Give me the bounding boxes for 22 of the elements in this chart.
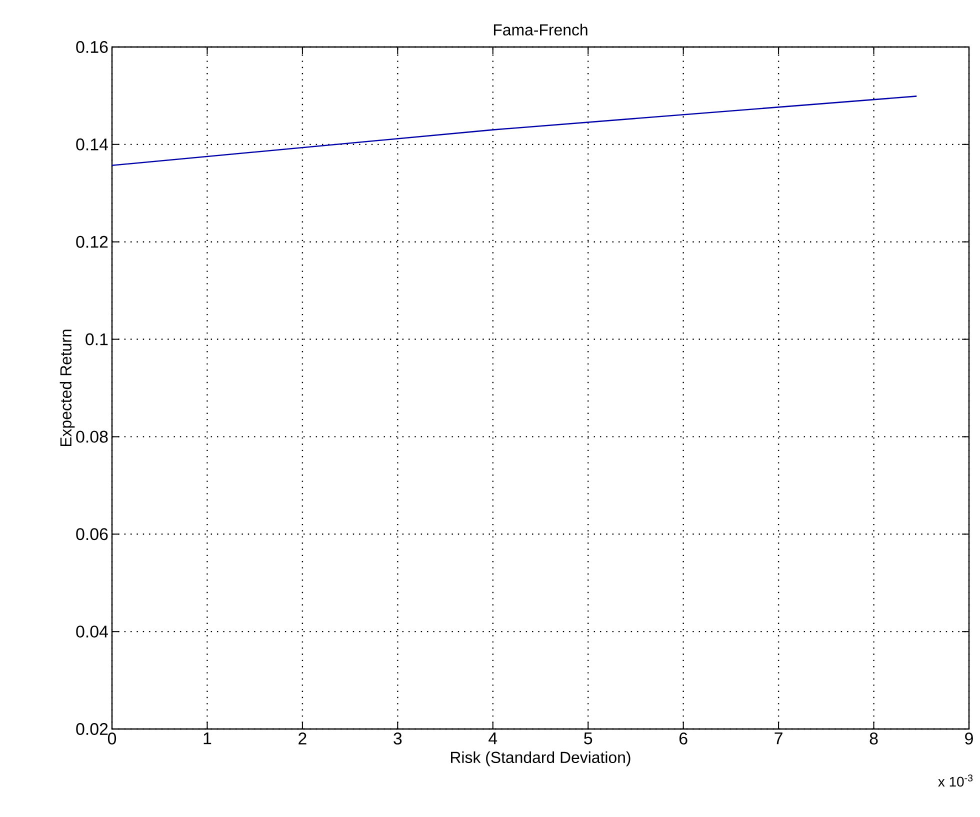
x-tick-label: 5 (584, 732, 592, 744)
x-tick-label: 2 (298, 732, 306, 744)
x-tick-label: 9 (965, 732, 973, 745)
y-tick-label: 0.1 (86, 333, 108, 346)
x-tick-label: 4 (488, 732, 498, 744)
y-tick-label: 0.16 (76, 40, 108, 53)
y-tick-label: 0.14 (76, 138, 108, 150)
y-tick-label: 0.02 (76, 723, 108, 736)
x-tick-label: 3 (394, 732, 402, 745)
x-axis-title: Risk (Standard Deviation) (451, 751, 630, 766)
y-tick-label: 0.08 (76, 430, 108, 443)
chart-title: Fama-French (494, 24, 588, 36)
y-tick-label: 0.12 (76, 236, 108, 248)
x-tick-label: 7 (774, 732, 782, 744)
x-tick-label: 8 (870, 732, 878, 745)
y-axis-title: Expected Return (60, 330, 75, 446)
y-tick-label: 0.06 (76, 528, 108, 540)
x-tick-label: 1 (204, 732, 212, 744)
text: x 10$^{-3}$ (938, 774, 973, 787)
x-tick-label: 6 (679, 732, 688, 745)
y-tick-label: 0.04 (76, 626, 108, 638)
x-tick-label: 0 (108, 732, 116, 745)
